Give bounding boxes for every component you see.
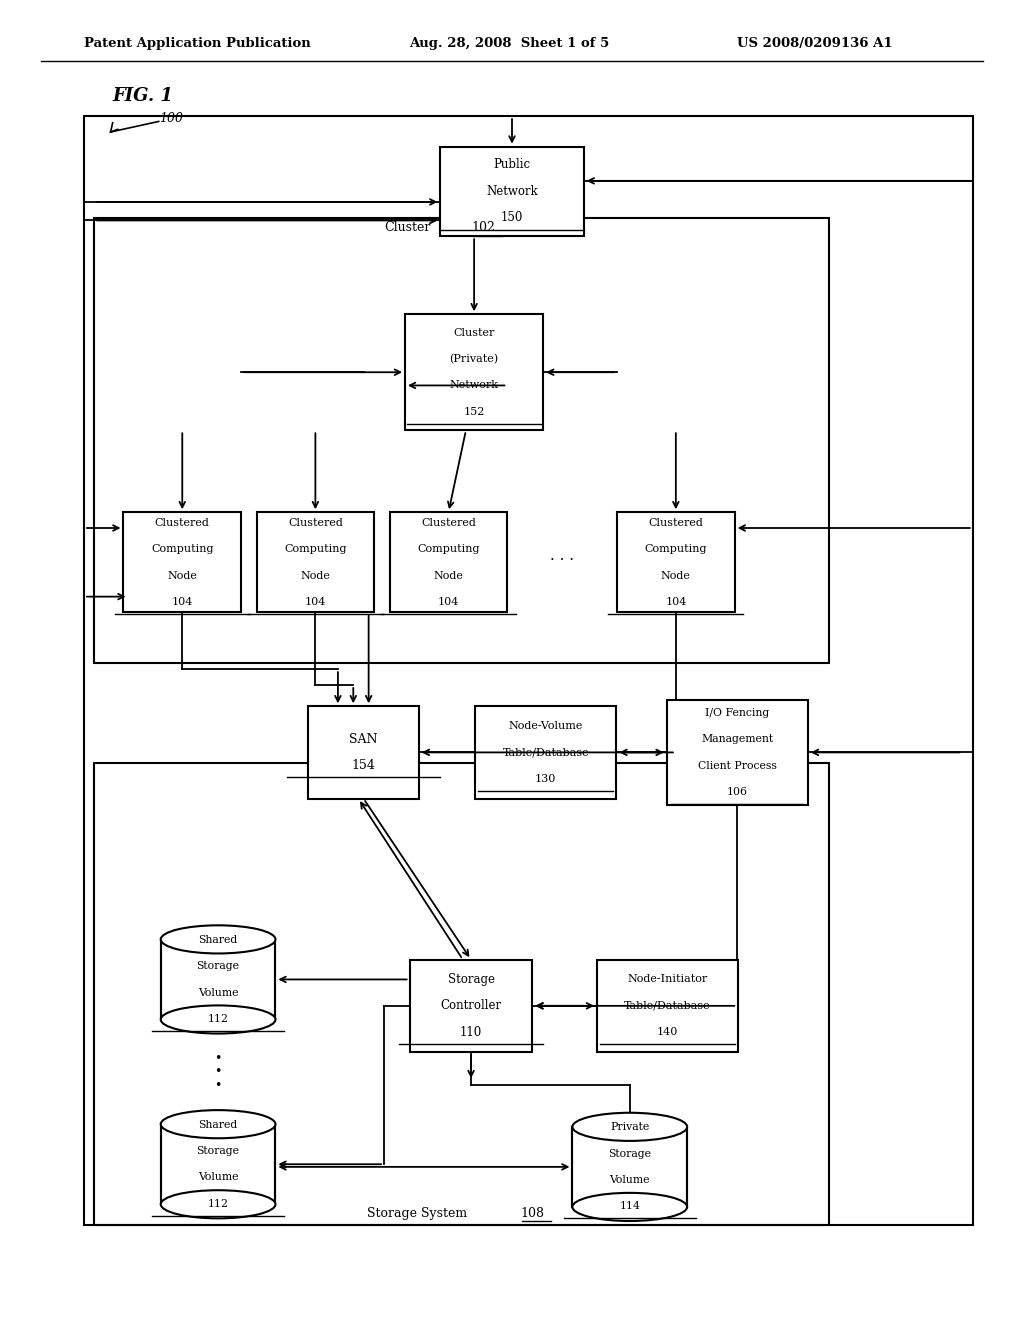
Text: 130: 130 — [536, 774, 556, 784]
Ellipse shape — [572, 1193, 687, 1221]
Text: Shared: Shared — [199, 1119, 238, 1130]
FancyBboxPatch shape — [616, 512, 735, 612]
Ellipse shape — [161, 1006, 275, 1034]
Text: Clustered: Clustered — [155, 517, 210, 528]
Text: Patent Application Publication: Patent Application Publication — [84, 37, 310, 50]
FancyBboxPatch shape — [161, 1125, 275, 1204]
Text: •: • — [214, 1052, 222, 1065]
Text: Network: Network — [486, 185, 538, 198]
Text: Node: Node — [660, 570, 691, 581]
Text: Storage: Storage — [197, 1146, 240, 1156]
Text: 102: 102 — [471, 220, 495, 234]
Text: Node-Volume: Node-Volume — [509, 721, 583, 731]
Text: 106: 106 — [727, 787, 748, 797]
Text: Cluster: Cluster — [454, 327, 495, 338]
Text: 104: 104 — [305, 597, 326, 607]
Text: Table/Database: Table/Database — [625, 1001, 711, 1011]
FancyBboxPatch shape — [667, 700, 808, 805]
Text: Clustered: Clustered — [421, 517, 476, 528]
Text: 152: 152 — [464, 407, 484, 417]
Text: Volume: Volume — [198, 987, 239, 998]
Text: Computing: Computing — [151, 544, 214, 554]
FancyBboxPatch shape — [308, 706, 419, 799]
Text: Node: Node — [167, 570, 198, 581]
Text: 154: 154 — [351, 759, 376, 772]
Text: Storage System: Storage System — [367, 1206, 467, 1220]
Text: •: • — [214, 1078, 222, 1092]
Text: Client Process: Client Process — [697, 760, 777, 771]
Text: Computing: Computing — [284, 544, 347, 554]
Text: Volume: Volume — [198, 1172, 239, 1183]
Text: 108: 108 — [520, 1206, 544, 1220]
Text: Clustered: Clustered — [288, 517, 343, 528]
Text: Node-Initiator: Node-Initiator — [628, 974, 708, 985]
Text: . . .: . . . — [550, 549, 574, 562]
Text: 150: 150 — [501, 211, 523, 224]
FancyBboxPatch shape — [389, 512, 508, 612]
Text: SAN: SAN — [349, 733, 378, 746]
Text: Cluster: Cluster — [384, 220, 430, 234]
Text: 112: 112 — [208, 1014, 228, 1024]
Text: Private: Private — [610, 1122, 649, 1133]
Text: Node: Node — [433, 570, 464, 581]
Text: Shared: Shared — [199, 935, 238, 945]
Text: Storage: Storage — [447, 973, 495, 986]
Text: 112: 112 — [208, 1199, 228, 1209]
Ellipse shape — [161, 1110, 275, 1138]
Ellipse shape — [572, 1113, 687, 1140]
Text: Network: Network — [450, 380, 499, 391]
Text: Volume: Volume — [609, 1175, 650, 1185]
FancyBboxPatch shape — [572, 1127, 687, 1206]
Text: 100: 100 — [159, 112, 182, 125]
Ellipse shape — [161, 925, 275, 953]
Text: Storage: Storage — [608, 1148, 651, 1159]
FancyBboxPatch shape — [161, 940, 275, 1019]
Text: 104: 104 — [438, 597, 459, 607]
Text: Computing: Computing — [417, 544, 480, 554]
FancyBboxPatch shape — [475, 706, 616, 799]
Text: (Private): (Private) — [450, 354, 499, 364]
Text: •: • — [214, 1065, 222, 1078]
Text: Clustered: Clustered — [648, 517, 703, 528]
FancyBboxPatch shape — [440, 147, 584, 236]
Text: FIG. 1: FIG. 1 — [113, 87, 173, 106]
Text: 110: 110 — [460, 1026, 482, 1039]
Text: Storage: Storage — [197, 961, 240, 972]
Text: 104: 104 — [172, 597, 193, 607]
Text: Controller: Controller — [440, 999, 502, 1012]
Text: Computing: Computing — [644, 544, 708, 554]
Text: Node: Node — [300, 570, 331, 581]
Text: 104: 104 — [666, 597, 686, 607]
Text: Management: Management — [701, 734, 773, 744]
FancyBboxPatch shape — [123, 512, 242, 612]
Ellipse shape — [161, 1191, 275, 1218]
Text: Aug. 28, 2008  Sheet 1 of 5: Aug. 28, 2008 Sheet 1 of 5 — [410, 37, 610, 50]
Text: I/O Fencing: I/O Fencing — [706, 708, 769, 718]
FancyBboxPatch shape — [597, 960, 738, 1052]
FancyBboxPatch shape — [406, 314, 543, 430]
Text: 114: 114 — [620, 1201, 640, 1212]
Text: Table/Database: Table/Database — [503, 747, 589, 758]
FancyBboxPatch shape — [256, 512, 375, 612]
Text: Public: Public — [494, 158, 530, 172]
Text: 140: 140 — [657, 1027, 678, 1038]
Text: US 2008/0209136 A1: US 2008/0209136 A1 — [737, 37, 893, 50]
FancyBboxPatch shape — [410, 960, 532, 1052]
